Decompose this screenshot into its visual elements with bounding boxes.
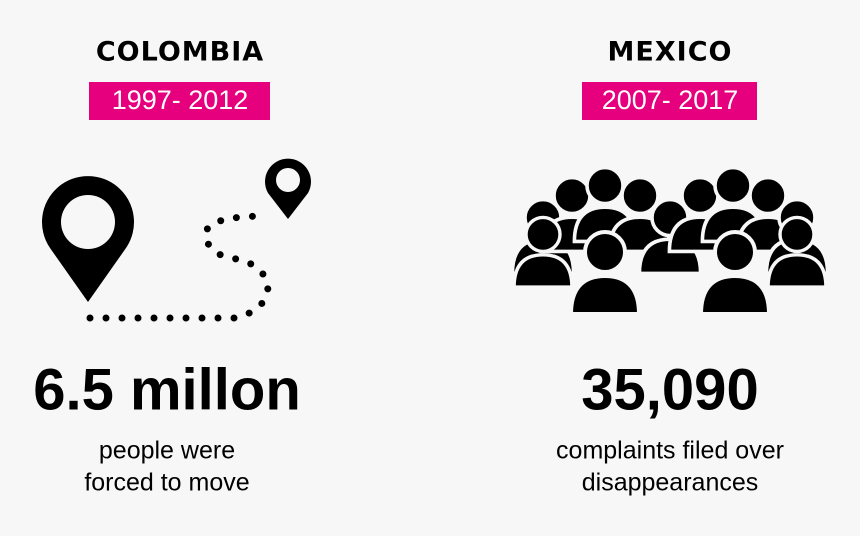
description-line: disappearances: [582, 469, 759, 497]
period: 2007- 2017: [602, 85, 739, 115]
period-box: [89, 82, 270, 120]
description-line: complaints filed over: [556, 437, 784, 465]
period: 1997- 2012: [112, 85, 249, 115]
people-icon: [510, 165, 830, 316]
country: MEXICO: [608, 37, 733, 68]
description-line: people were: [99, 437, 235, 465]
country: COLOMBIA: [96, 37, 264, 68]
route-icon: [42, 158, 311, 322]
colombia-panel: COLOMBIA 1997- 2012 6.5 millon people we…: [33, 37, 311, 497]
stat: 35,090: [581, 357, 758, 422]
description-line: forced to move: [84, 469, 249, 497]
stat: 6.5 millon: [33, 357, 301, 422]
mexico-panel: MEXICO 2007- 2017 35,090 complaints file…: [510, 37, 830, 497]
period-box: [582, 82, 757, 120]
